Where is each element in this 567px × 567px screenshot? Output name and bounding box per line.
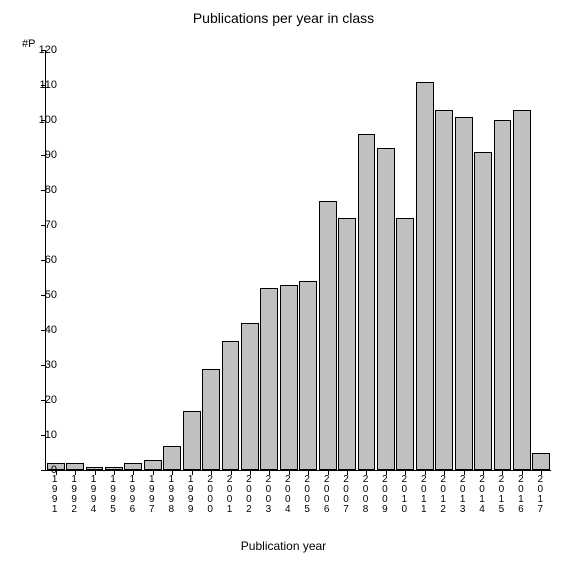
chart-title: Publications per year in class [0,10,567,26]
x-tick-label: 2014 [477,475,487,515]
x-tick-label: 2003 [263,475,273,515]
x-tick-label: 2002 [244,475,254,515]
y-tick-label: 90 [29,149,57,161]
chart-container: Publications per year in class #P 199119… [0,0,567,567]
y-tick-label: 100 [29,114,57,126]
x-tick-label: 1991 [50,475,60,515]
x-tick-label: 2001 [225,475,235,515]
bar [358,134,376,470]
bar [513,110,531,471]
bar [202,369,220,471]
x-tick-label: 2006 [322,475,332,515]
x-tick-label: 1997 [147,475,157,515]
bar [299,281,317,470]
y-tick-label: 20 [29,394,57,406]
bar [163,446,181,471]
x-tick-label: 1992 [69,475,79,515]
bar [455,117,473,471]
bar [377,148,395,470]
y-tick-label: 120 [29,44,57,56]
y-tick-label: 110 [29,79,57,91]
bar [260,288,278,470]
y-tick-label: 80 [29,184,57,196]
x-tick-label: 2009 [380,475,390,515]
bar [222,341,240,471]
x-tick-label: 2010 [399,475,409,515]
bar [338,218,356,470]
y-tick-label: 70 [29,219,57,231]
bar [435,110,453,471]
bar [532,453,550,471]
bar [494,120,512,470]
y-tick-label: 40 [29,324,57,336]
x-axis-label: Publication year [0,539,567,553]
bar [474,152,492,471]
x-tick-label: 2005 [302,475,312,515]
x-tick-label: 2017 [535,475,545,515]
x-tick-label: 2015 [496,475,506,515]
x-tick-label: 1996 [127,475,137,515]
bar [144,460,162,471]
y-tick-label: 10 [29,429,57,441]
x-tick-label: 2007 [341,475,351,515]
x-tick-label: 2004 [283,475,293,515]
y-tick-label: 60 [29,254,57,266]
bar [66,463,84,470]
bar [396,218,414,470]
bar [319,201,337,471]
plot-area [45,50,551,471]
bar [280,285,298,471]
y-tick-label: 30 [29,359,57,371]
y-tick-label: 50 [29,289,57,301]
bar [183,411,201,471]
x-tick-label: 2000 [205,475,215,515]
x-tick-label: 2011 [419,475,429,515]
x-tick-label: 1998 [166,475,176,515]
bar [124,463,142,470]
x-tick-label: 2008 [360,475,370,515]
x-tick-label: 1999 [186,475,196,515]
y-tick-label: 0 [29,464,57,476]
bar [241,323,259,470]
x-tick-label: 2012 [438,475,448,515]
x-tick-label: 2016 [516,475,526,515]
x-tick-label: 1994 [89,475,99,515]
bar [416,82,434,471]
x-tick-label: 2013 [458,475,468,515]
x-tick-label: 1995 [108,475,118,515]
